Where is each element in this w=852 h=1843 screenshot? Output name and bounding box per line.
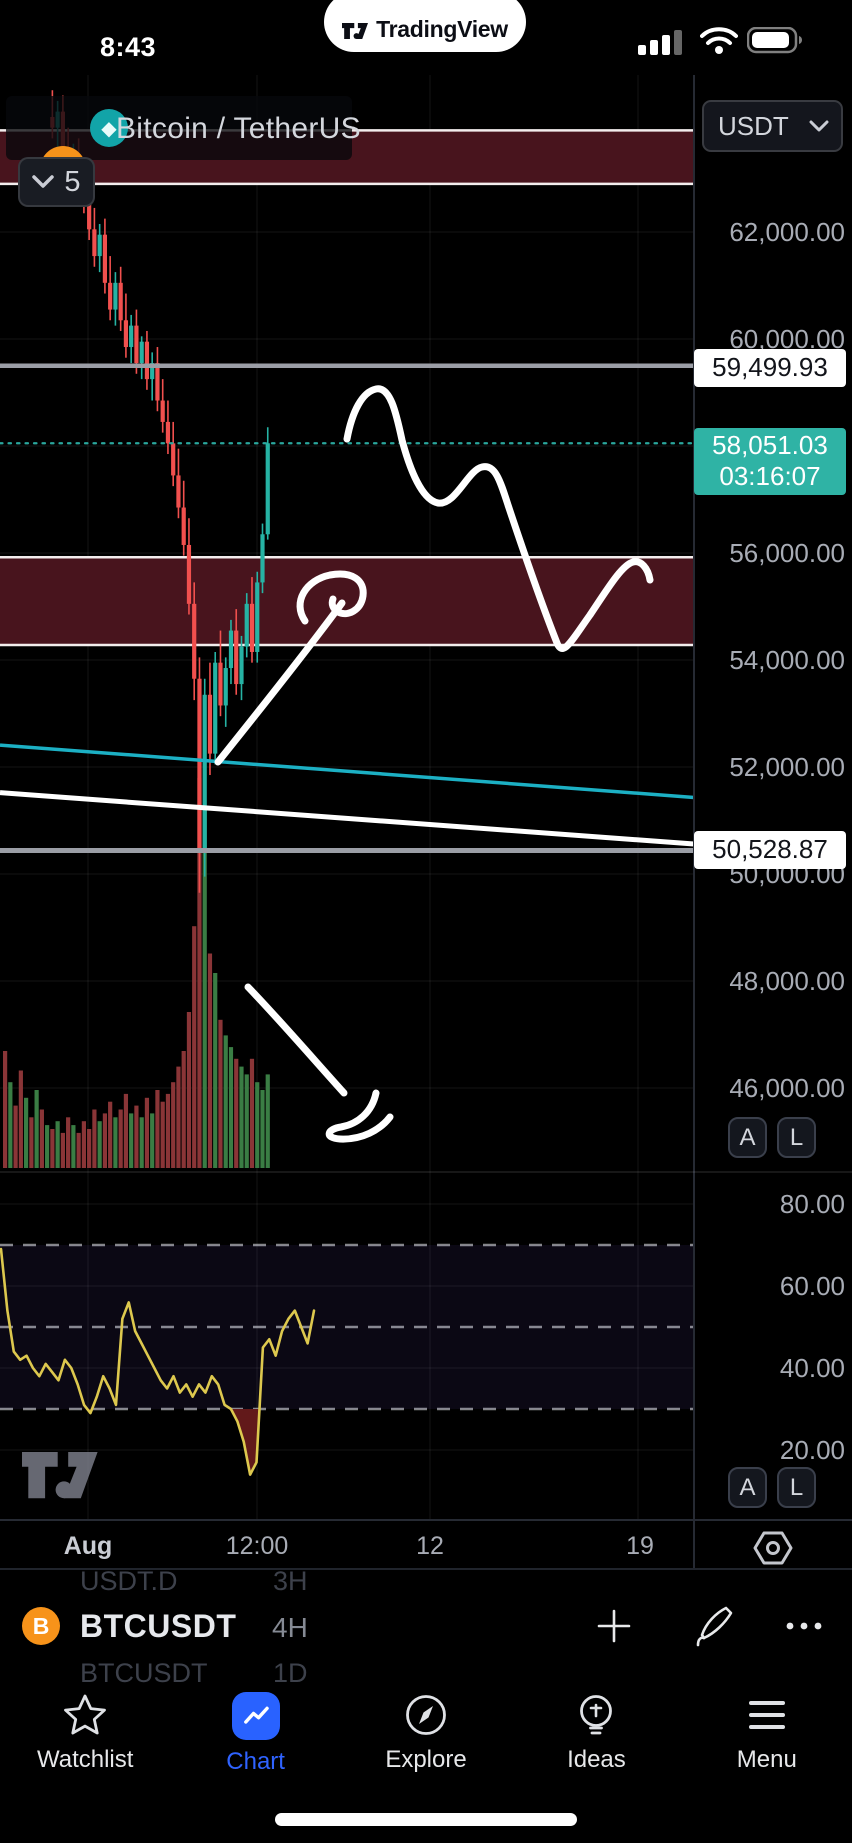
time-tick: 19 — [626, 1532, 654, 1560]
quote-currency-value: USDT — [718, 110, 789, 141]
chart-settings-icon[interactable] — [752, 1529, 794, 1567]
nav-explore-label: Explore — [385, 1746, 467, 1773]
time-tick: 12 — [416, 1532, 444, 1560]
bar-countdown: 03:16:07 — [719, 461, 821, 492]
time-tick: Aug — [63, 1532, 113, 1560]
nav-explore[interactable]: Explore — [341, 1686, 511, 1796]
symbol-row-prev-symbol[interactable]: USDT.D — [80, 1566, 178, 1596]
price-zones[interactable] — [0, 129, 694, 647]
trend-line[interactable] — [0, 743, 695, 800]
price-level-label: 59,499.93 — [694, 348, 846, 387]
compass-icon — [406, 1695, 446, 1735]
symbol-row-prev-interval: 3H — [273, 1566, 308, 1596]
price-tick: 48,000.00 — [729, 966, 845, 996]
active-symbol-interval: 4H — [272, 1612, 308, 1643]
symbol-row-next-symbol[interactable]: BTCUSDT — [80, 1658, 208, 1688]
chevron-down-icon — [809, 120, 829, 131]
star-icon — [64, 1694, 107, 1735]
interval-selector[interactable]: 5 — [18, 157, 95, 207]
price-tick: 46,000.00 — [729, 1073, 845, 1103]
island-app-name: TradingView — [376, 16, 508, 42]
oscillator-tick: 60.00 — [779, 1271, 845, 1301]
down-arrow-shaft-drawing[interactable] — [244, 983, 348, 1097]
grid-lines — [0, 75, 694, 1520]
log-scale-button[interactable]: L — [777, 1117, 816, 1158]
nav-ideas-label: Ideas — [567, 1746, 626, 1773]
last-price-value: 58,051.03 — [712, 430, 828, 461]
nav-ideas[interactable]: Ideas — [511, 1686, 681, 1796]
last-price-label: 58,051.03 03:16:07 — [694, 428, 846, 496]
add-symbol-button[interactable] — [592, 1604, 636, 1648]
interval-value: 5 — [64, 165, 81, 198]
nav-chart-label: Chart — [226, 1748, 285, 1775]
nav-menu[interactable]: Menu — [682, 1686, 852, 1796]
signal-strength-icon — [638, 30, 682, 55]
down-arrow-head-drawing[interactable] — [325, 1089, 394, 1143]
tradingview-watermark-icon — [22, 1452, 98, 1499]
log-scale-button[interactable]: L — [777, 1467, 816, 1508]
quote-currency-dropdown[interactable]: USDT — [702, 100, 843, 152]
status-time: 8:43 — [99, 32, 157, 62]
oscillator-line — [0, 1247, 316, 1476]
oscillator-pane — [0, 1243, 694, 1475]
tradingview-logo-icon — [342, 23, 369, 39]
wifi-icon — [700, 27, 738, 54]
price-level-label: 50,528.87 — [694, 830, 846, 869]
trend-line[interactable] — [0, 790, 695, 847]
dynamic-island-pill[interactable]: TradingView — [324, 0, 526, 52]
nav-watchlist-label: Watchlist — [36, 1746, 134, 1773]
symbol-row-next-interval: 1D — [273, 1658, 308, 1688]
home-indicator[interactable] — [275, 1813, 577, 1826]
price-tick: 54,000.00 — [729, 645, 845, 675]
battery-icon — [747, 27, 802, 54]
more-options-button[interactable] — [782, 1604, 826, 1648]
symbol-title[interactable]: Bitcoin / TetherUS — [116, 112, 361, 145]
candlesticks — [50, 90, 270, 893]
nav-menu-label: Menu — [736, 1746, 797, 1773]
volume-bars — [3, 778, 270, 1168]
exchange-icon: ◆ — [90, 109, 128, 147]
chevron-down-icon — [32, 175, 55, 188]
time-tick: 12:00 — [225, 1532, 289, 1560]
auto-scale-button[interactable]: A — [728, 1117, 767, 1158]
nav-chart[interactable]: Chart — [170, 1686, 340, 1796]
squiggle-projection-drawing[interactable] — [343, 385, 654, 652]
price-tick: 52,000.00 — [729, 752, 845, 782]
oscillator-tick: 80.00 — [779, 1189, 845, 1219]
auto-scale-button[interactable]: A — [728, 1467, 767, 1508]
price-tick: 56,000.00 — [729, 538, 845, 568]
bitcoin-icon: B — [22, 1607, 60, 1645]
oscillator-tick: 40.00 — [779, 1353, 845, 1383]
bottom-navigation: Watchlist Chart Explore Ideas — [0, 1686, 852, 1796]
hamburger-menu-icon — [748, 1701, 785, 1729]
oscillator-tick: 20.00 — [779, 1435, 845, 1465]
up-arrow-shaft-drawing[interactable] — [214, 599, 346, 766]
active-symbol[interactable]: BTCUSDT — [80, 1608, 237, 1644]
nav-watchlist[interactable]: Watchlist — [0, 1686, 170, 1796]
price-tick: 62,000.00 — [729, 217, 845, 247]
draw-button[interactable] — [692, 1604, 736, 1648]
lightbulb-icon — [580, 1695, 613, 1735]
line-chart-icon — [231, 1692, 280, 1740]
up-arrow-head-drawing[interactable] — [296, 570, 367, 625]
